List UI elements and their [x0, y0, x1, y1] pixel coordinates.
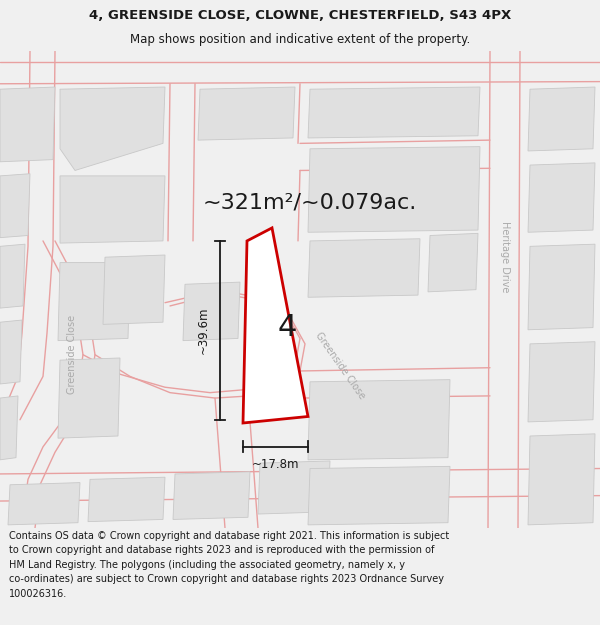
- Polygon shape: [60, 87, 165, 171]
- Polygon shape: [528, 434, 595, 525]
- Polygon shape: [183, 282, 240, 341]
- Polygon shape: [58, 262, 130, 341]
- Polygon shape: [243, 228, 308, 423]
- Polygon shape: [103, 255, 165, 324]
- Polygon shape: [0, 174, 30, 238]
- Polygon shape: [308, 87, 480, 138]
- Text: Greenside Close: Greenside Close: [313, 330, 367, 401]
- Polygon shape: [58, 358, 120, 438]
- Polygon shape: [308, 239, 420, 298]
- Polygon shape: [88, 477, 165, 522]
- Polygon shape: [528, 163, 595, 232]
- Polygon shape: [528, 87, 595, 151]
- Polygon shape: [308, 147, 480, 232]
- Polygon shape: [0, 87, 55, 162]
- Text: ~39.6m: ~39.6m: [197, 307, 210, 354]
- Text: Contains OS data © Crown copyright and database right 2021. This information is : Contains OS data © Crown copyright and d…: [9, 531, 449, 599]
- Text: Heritage Drive: Heritage Drive: [500, 221, 510, 293]
- Text: ~321m²/~0.079ac.: ~321m²/~0.079ac.: [203, 193, 417, 213]
- Text: 4, GREENSIDE CLOSE, CLOWNE, CHESTERFIELD, S43 4PX: 4, GREENSIDE CLOSE, CLOWNE, CHESTERFIELD…: [89, 9, 511, 22]
- Polygon shape: [258, 461, 330, 514]
- Polygon shape: [0, 244, 25, 308]
- Polygon shape: [8, 482, 80, 525]
- Polygon shape: [0, 320, 22, 384]
- Polygon shape: [60, 176, 165, 243]
- Polygon shape: [308, 466, 450, 525]
- Polygon shape: [528, 342, 595, 422]
- Text: Map shows position and indicative extent of the property.: Map shows position and indicative extent…: [130, 34, 470, 46]
- Text: 4: 4: [278, 312, 297, 342]
- Polygon shape: [428, 233, 478, 292]
- Polygon shape: [173, 472, 250, 519]
- Text: Greenside Close: Greenside Close: [67, 315, 77, 394]
- Polygon shape: [198, 87, 295, 140]
- Text: ~17.8m: ~17.8m: [252, 458, 299, 471]
- Polygon shape: [0, 396, 18, 460]
- Polygon shape: [528, 244, 595, 330]
- Polygon shape: [308, 379, 450, 460]
